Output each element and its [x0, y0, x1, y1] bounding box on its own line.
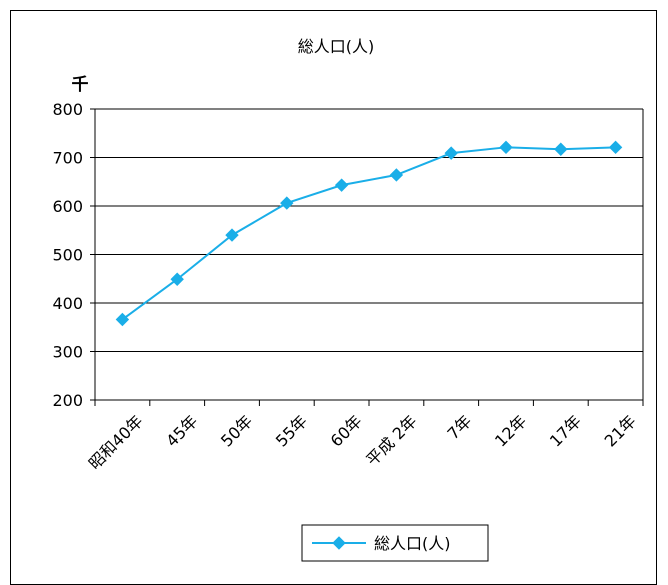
y-tick-label: 500 — [52, 246, 83, 265]
plot-area: 200 300 400 500 600 700 800 昭和40年 45年 50年 55年 60年平… — [52, 100, 644, 473]
y-axis-unit-label: 千 — [72, 75, 89, 95]
data-point — [554, 142, 568, 156]
data-point — [389, 168, 404, 182]
x-tick-label: 21年 — [601, 411, 640, 450]
data-point — [444, 146, 458, 160]
x-tick-label: 17年 — [546, 411, 585, 450]
x-tick-label: 7年 — [443, 411, 475, 443]
data-point — [608, 140, 623, 155]
x-tick-label: 45年 — [162, 411, 201, 450]
y-tick-label: 400 — [52, 294, 83, 313]
y-tick-label: 200 — [52, 391, 83, 410]
legend-marker — [332, 536, 346, 550]
data-point — [225, 228, 239, 242]
x-tick-label: 60年 — [327, 411, 366, 450]
x-tick-label: 平成 2年 — [362, 411, 420, 469]
x-tick-label: 昭和40年 — [85, 411, 147, 473]
data-point — [280, 196, 294, 210]
chart-title: 総人口(人) — [298, 37, 375, 56]
y-tick-label: 600 — [52, 197, 83, 216]
data-point — [499, 140, 513, 155]
y-tick-label: 800 — [52, 100, 83, 119]
population-line-chart: 総人口(人) 千 200 300 400 500 600 700 800 昭和40年 45年 5… — [52, 37, 644, 562]
series-line — [121, 146, 616, 321]
data-point — [170, 272, 184, 286]
x-tick-label: 12年 — [491, 411, 530, 450]
y-tick-label: 700 — [52, 149, 83, 168]
series-lines — [121, 146, 616, 321]
chart-frame — [10, 10, 657, 585]
legend: 総人口(人) — [301, 524, 489, 562]
x-tick-label: 50年 — [217, 411, 256, 450]
data-point — [334, 178, 349, 192]
legend-label: 総人口(人) — [374, 534, 451, 553]
series-markers — [115, 140, 623, 327]
data-point — [115, 312, 130, 327]
x-tick-label: 55年 — [272, 411, 311, 450]
gridlines — [90, 108, 644, 406]
y-tick-label: 300 — [52, 343, 83, 362]
y-axis-ticks: 200 300 400 500 600 700 800 — [52, 100, 83, 410]
